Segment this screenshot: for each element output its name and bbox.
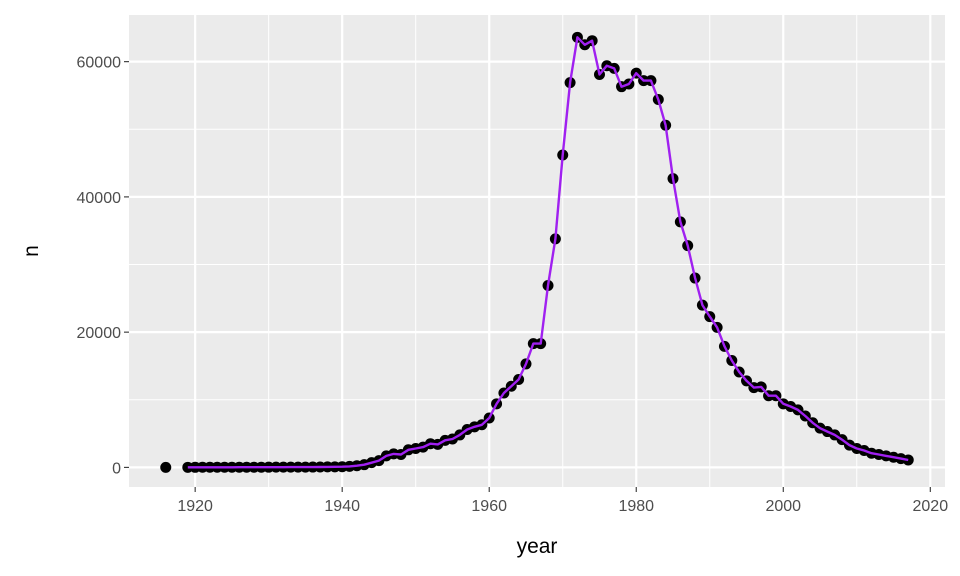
data-point: [160, 461, 172, 473]
x-tick-label: 1940: [324, 498, 360, 515]
series-line-path: [187, 36, 909, 469]
x-axis-title: year: [517, 535, 558, 558]
x-tick-label: 1980: [618, 498, 654, 515]
series-line: [187, 36, 909, 469]
plot-panel: [129, 15, 945, 487]
y-tick-label: 60000: [77, 55, 122, 72]
x-tick-label: 1920: [177, 498, 213, 515]
y-axis-title: n: [20, 245, 43, 257]
data-point: [902, 454, 914, 466]
y-tick-label: 20000: [77, 325, 122, 342]
y-tick-label: 40000: [77, 190, 122, 207]
axes: 1920 1940 1960 1980 2000 2020 0 20000 40000 60000: [77, 55, 949, 515]
x-tick-label: 2020: [913, 498, 949, 515]
x-tick-label: 1960: [471, 498, 507, 515]
y-tick-label: 0: [112, 460, 121, 477]
x-tick-label: 2000: [765, 498, 801, 515]
